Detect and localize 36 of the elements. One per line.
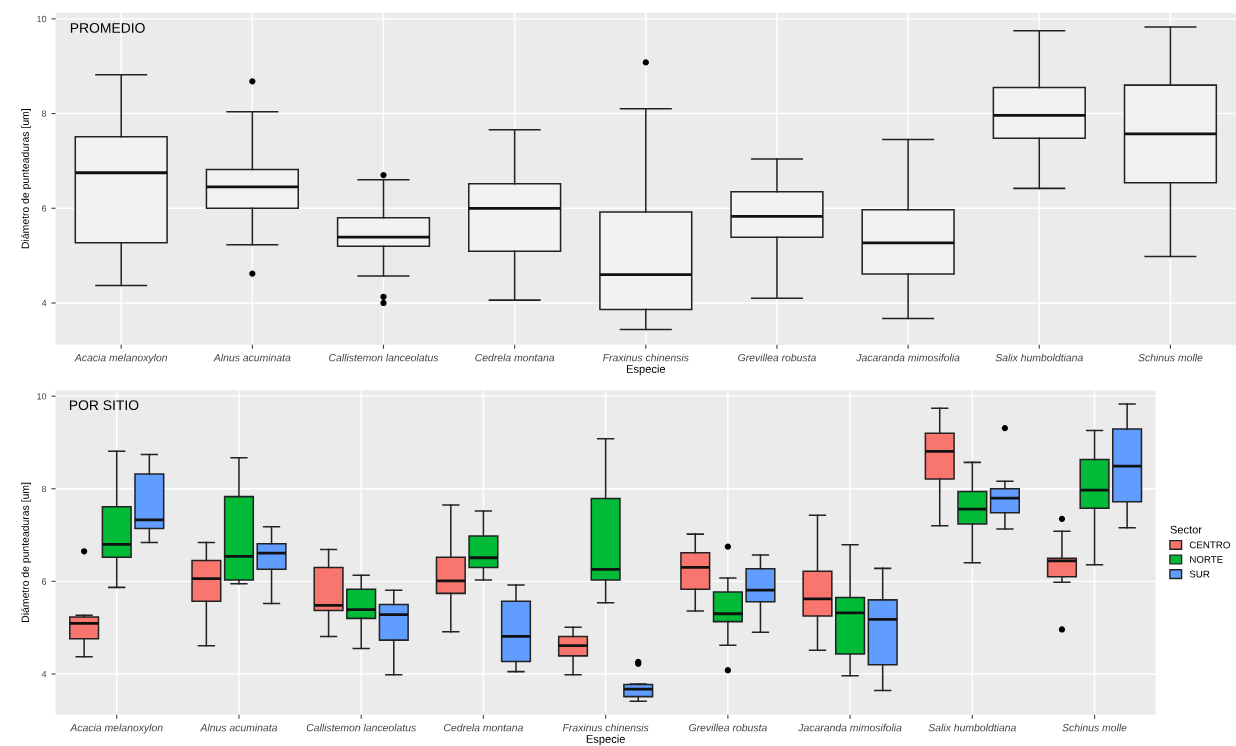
- x-tick-label: Callistemon lanceolatus: [306, 723, 416, 732]
- y-tick-label: 10: [37, 15, 47, 23]
- legend-label: CENTRO: [1189, 541, 1230, 549]
- x-tick-label: Fraxinus chinensis: [562, 723, 649, 732]
- x-tick-label: Fraxinus chinensis: [603, 353, 689, 362]
- x-tick-label: Salix humboldtiana: [995, 353, 1083, 362]
- y-tick-label: 6: [42, 205, 47, 212]
- legend-label: NORTE: [1190, 556, 1223, 563]
- x-tick-label: Grevillea robusta: [738, 353, 816, 362]
- legend-label: SUR: [1189, 570, 1210, 578]
- x-tick-label: Callistemon lanceolatus: [329, 353, 439, 362]
- text: POR SITIO: [69, 400, 139, 411]
- y-tick-label: 8: [41, 485, 47, 493]
- y-tick-label: 4: [41, 300, 47, 307]
- x-tick-label: Cedrela montana: [475, 353, 555, 362]
- x-tick-label: Schinus molle: [1138, 353, 1203, 362]
- x-tick-label: Schinus molle: [1062, 723, 1127, 732]
- y-tick-label: 4: [41, 670, 47, 678]
- y-axis-title: Diámetro de punteaduras [um]: [21, 109, 31, 249]
- x-axis-title: Especie: [626, 364, 666, 376]
- y-tick-label: 6: [42, 578, 47, 585]
- y-tick-label: 10: [37, 393, 47, 400]
- x-tick-label: Acacia melanoxylon: [74, 353, 168, 364]
- x-tick-label: Acacia melanoxylon: [69, 723, 163, 734]
- legend-title: Sector: [1170, 525, 1202, 534]
- y-axis-title: Diámetro de punteaduras [um]: [21, 482, 31, 622]
- x-tick-label: Jacaranda mimosifolia: [856, 353, 960, 362]
- x-tick-label: Salix humboldtiana: [928, 723, 1016, 732]
- x-tick-label: Grevillea robusta: [689, 723, 767, 732]
- x-tick-label: Alnus acuminata: [199, 723, 278, 732]
- text: PROMEDIO: [70, 23, 145, 33]
- x-tick-label: Cedrela montana: [444, 723, 524, 732]
- y-tick-label: 8: [41, 110, 47, 117]
- x-axis-title: Especie: [586, 734, 625, 746]
- x-tick-label: Alnus acuminata: [213, 353, 291, 362]
- x-tick-label: Jacaranda mimosifolia: [798, 723, 902, 732]
